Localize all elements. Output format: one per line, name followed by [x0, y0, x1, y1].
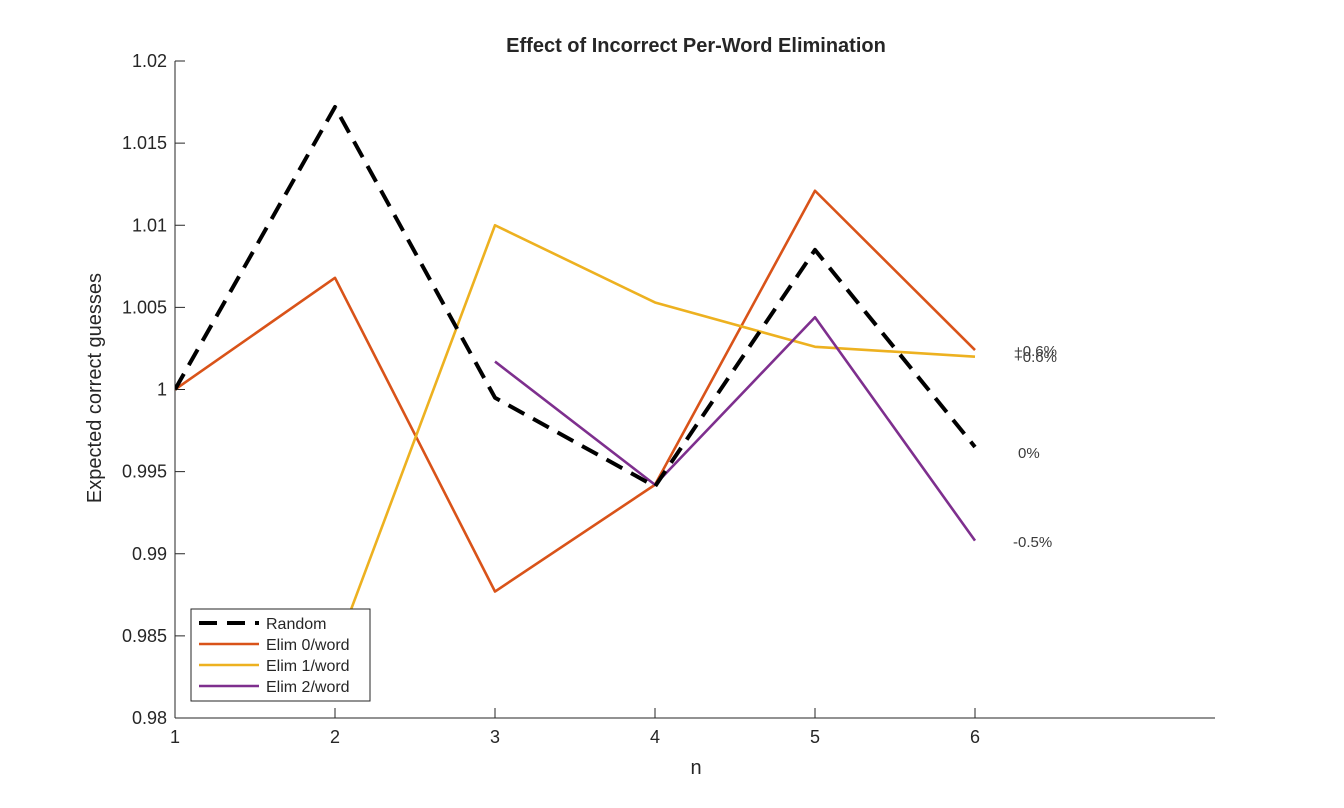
series-line-random — [175, 104, 977, 489]
end-label-3: 0% — [1018, 445, 1040, 462]
end-label-4: -0.5% — [1013, 534, 1052, 551]
legend-label: Elim 2/word — [266, 679, 350, 696]
end-label-1: +0.6% — [1014, 343, 1057, 360]
x-tick-label: 3 — [490, 727, 500, 747]
y-axis-label: Expected correct guesses — [84, 273, 106, 503]
series-layer — [175, 104, 977, 653]
y-tick-label: 1 — [157, 380, 167, 400]
legend: Random Elim 0/word Elim 1/word Elim 2/word — [190, 608, 371, 702]
legend-label: Elim 0/word — [266, 637, 350, 654]
y-tick-label: 1.015 — [122, 133, 167, 153]
x-tick-label: 2 — [330, 727, 340, 747]
series-line-elim-1-word — [333, 223, 976, 653]
end-label-2: +0.6% — [1014, 349, 1057, 366]
series-line-elim-2-word — [494, 315, 977, 542]
axes: 0.98 0.985 0.99 0.995 1 1.005 1.01 1.015 1.02 1 2 3… — [122, 51, 1215, 747]
end-labels: +0.6% +0.6% 0% -0.5% — [1013, 343, 1057, 551]
x-tick-label: 1 — [170, 727, 180, 747]
y-tick-label: 1.02 — [132, 51, 167, 71]
x-tick-label: 6 — [970, 727, 980, 747]
x-tick-label: 4 — [650, 727, 660, 747]
series-line-elim-0-word — [175, 189, 976, 593]
legend-label: Elim 1/word — [266, 658, 350, 675]
y-tick-label: 1.01 — [132, 215, 167, 235]
y-tick-label: 0.985 — [122, 626, 167, 646]
x-axis-label: n — [690, 757, 701, 779]
y-tick-label: 1.005 — [122, 297, 167, 317]
y-tick-label: 0.99 — [132, 544, 167, 564]
y-tick-label: 0.98 — [132, 708, 167, 728]
y-tick-label: 0.995 — [122, 462, 167, 482]
chart-title: Effect of Incorrect Per-Word Elimination — [506, 35, 886, 57]
legend-box — [190, 608, 371, 702]
legend-label: Random — [266, 616, 326, 633]
x-tick-label: 5 — [810, 727, 820, 747]
